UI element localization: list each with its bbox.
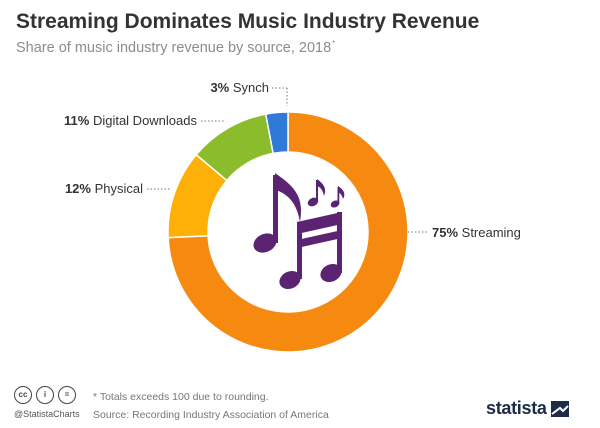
slice-label-value: 12% [65, 181, 91, 196]
note-flag [317, 179, 326, 196]
slice-label: 3% Synch [210, 80, 269, 95]
note-stem [273, 175, 278, 243]
note-stem [337, 187, 340, 204]
slice-labels: 75% Streaming 12% Physical 11% Digital Dow… [64, 80, 521, 240]
slice-label-name: Synch [229, 80, 269, 95]
note-head [320, 264, 342, 282]
note-head [253, 233, 277, 253]
slice-label-value: 75% [432, 225, 458, 240]
slice-label-value: 3% [210, 80, 229, 95]
chart-title: Streaming Dominates Music Industry Reven… [16, 10, 480, 33]
note-head [330, 200, 340, 208]
slice-label-name: Streaming [458, 225, 521, 240]
footnote: * Totals exceeds 100 due to rounding. [93, 391, 269, 403]
note-stem [337, 212, 342, 273]
note-beam [297, 230, 342, 248]
source-text: Source: Recording Industry Association o… [93, 409, 329, 421]
note-head [307, 197, 319, 207]
slice-label-name: Digital Downloads [89, 113, 197, 128]
leader-lines [147, 87, 428, 233]
logo-text: statista [486, 398, 547, 418]
note-beam [297, 212, 342, 234]
slice-label-name: Physical [91, 181, 143, 196]
subtitle-footnote-marker: * [332, 39, 336, 48]
chart-subtitle: Share of music industry revenue by sourc… [16, 39, 335, 56]
note-flag [338, 186, 345, 199]
slice-label: 12% Physical [65, 181, 143, 196]
slice-label: 11% Digital Downloads [64, 113, 197, 128]
note-stem [316, 180, 318, 202]
nd-icon: = [58, 386, 76, 404]
by-icon: i [36, 386, 54, 404]
cc-icon: cc [14, 386, 32, 404]
note-flag [275, 173, 302, 222]
note-head [279, 271, 301, 289]
music-notes-icon [253, 173, 345, 289]
note-stem [297, 222, 302, 279]
statista-logo[interactable]: statista [486, 398, 569, 419]
slice-label-value: 11% [64, 113, 90, 128]
twitter-handle[interactable]: @StatistaCharts [14, 409, 80, 419]
subtitle-text: Share of music industry revenue by sourc… [16, 40, 332, 56]
statista-logo-icon [550, 400, 569, 417]
slice-label: 75% Streaming [432, 225, 521, 240]
